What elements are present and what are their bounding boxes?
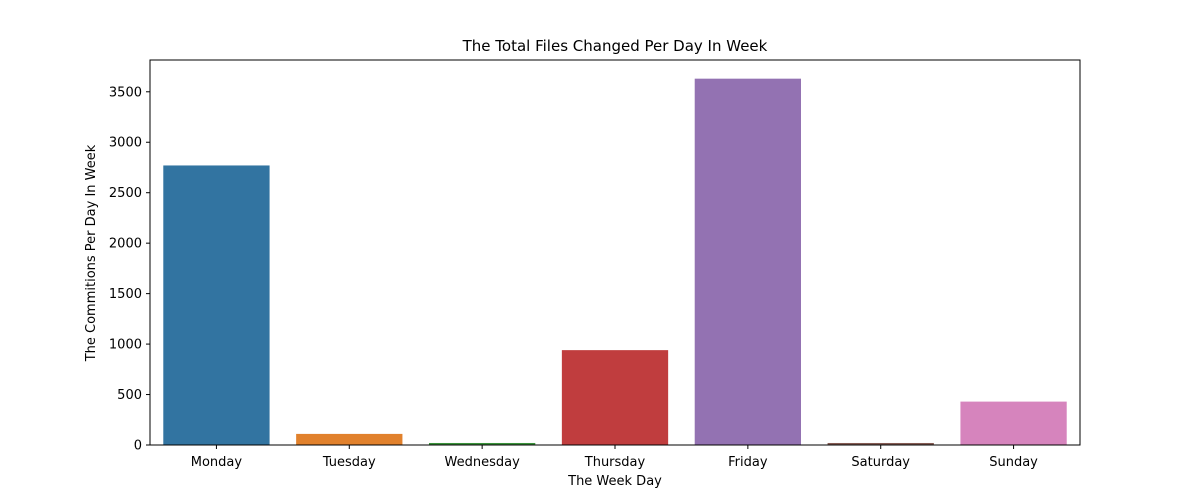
plot-frame: [149, 59, 1081, 446]
y-tick-label: 2500: [109, 186, 142, 201]
y-tick-label: 3000: [109, 136, 142, 151]
x-tick-label-saturday: Saturday: [851, 455, 910, 470]
y-tick-label: 3500: [109, 85, 142, 100]
y-axis: 0 500 1000 1500 2000 2500 3000 3500: [109, 85, 150, 454]
y-tick-label: 1000: [109, 338, 142, 353]
x-tick-label-thursday: Thursday: [584, 455, 646, 470]
x-tick-label-monday: Monday: [191, 455, 243, 470]
y-tick-label: 2000: [109, 237, 142, 252]
x-tick-label-tuesday: Tuesday: [322, 455, 376, 470]
bar-wednesday: [429, 442, 536, 445]
bar-friday: [694, 78, 801, 446]
y-axis-label: The Commitions Per Day In Week: [84, 144, 99, 362]
x-tick-label-wednesday: Wednesday: [445, 455, 521, 470]
x-axis: Monday Tuesday Wednesday Thursday Friday Satu…: [191, 445, 1038, 470]
bar-tuesday: [296, 433, 403, 445]
bar-thursday: [561, 350, 669, 445]
bar-saturday: [827, 442, 934, 445]
bar-sunday: [960, 401, 1067, 445]
y-tick-label: 0: [134, 439, 142, 454]
x-tick-label-sunday: Sunday: [989, 455, 1038, 470]
bar-monday: [163, 165, 270, 445]
bars-group: [163, 78, 1067, 446]
y-tick-label: 500: [117, 388, 142, 403]
x-axis-label: The Week Day: [567, 474, 662, 489]
chart-title: The Total Files Changed Per Day In Week: [462, 37, 768, 55]
x-tick-label-friday: Friday: [728, 455, 768, 470]
y-tick-label: 1500: [109, 287, 142, 302]
